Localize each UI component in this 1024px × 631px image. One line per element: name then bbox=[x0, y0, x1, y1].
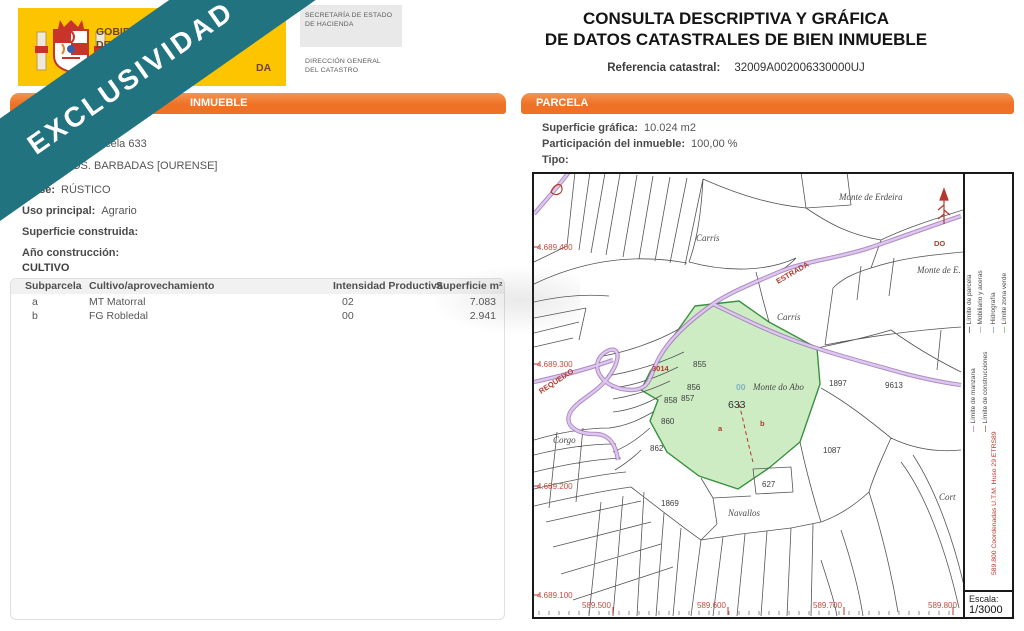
legend-item: —Límite de manzana bbox=[970, 368, 978, 432]
map-label: 589.700 bbox=[813, 601, 842, 610]
location-line2: OS. BARBADAS [OURENSE] bbox=[72, 160, 218, 172]
section-bar-parcela: PARCELA bbox=[521, 93, 1014, 114]
map-label: 589.800 bbox=[928, 601, 957, 610]
legend-dash: — bbox=[982, 425, 989, 433]
legend-item: —Hidrografía bbox=[990, 292, 998, 333]
map-canvas: Carrís Carrís Monte de Erdeira Monte de E. M… bbox=[534, 174, 963, 617]
document-title: CONSULTA DESCRIPTIVA Y GRÁFICA DE DATOS … bbox=[512, 8, 960, 50]
legend-dash: — bbox=[970, 425, 977, 433]
north-arrow-icon bbox=[937, 187, 951, 224]
legend-item: —Mobiliario y aceras bbox=[977, 270, 985, 333]
map-label: 4.689.100 bbox=[537, 591, 573, 600]
logo-fragment: DA bbox=[256, 62, 272, 74]
map-legend: Escala: 1/3000 —Límite de manzana —Límite… bbox=[963, 174, 1012, 617]
legend-label: Límite zona verde bbox=[1001, 272, 1008, 325]
legend-label: Límite de manzana bbox=[970, 368, 977, 424]
legend-dash: — bbox=[1001, 326, 1008, 334]
escala-value: 1/3000 bbox=[969, 604, 1003, 616]
map-label: 00 bbox=[736, 382, 746, 392]
field-ano-construccion: Año construcción: bbox=[22, 247, 120, 259]
referencia-value: 32009A002006330000UJ bbox=[734, 62, 865, 74]
legend-dash: — bbox=[977, 326, 984, 334]
legend-label: Mobiliario y aceras bbox=[977, 270, 984, 325]
col-subparcela: Subparcela bbox=[25, 280, 82, 292]
escala-label: Escala: bbox=[969, 594, 999, 604]
legend-label: Límite de construcciones bbox=[982, 351, 989, 424]
map-label: a bbox=[718, 424, 723, 433]
map-label: 1869 bbox=[661, 499, 679, 508]
map-label: Monte de E. bbox=[916, 265, 961, 275]
field-tipo: Tipo: bbox=[542, 154, 569, 166]
legend-item: —Límite zona verde bbox=[1001, 273, 1009, 333]
col-cultivo: Cultivo/aprovechamiento bbox=[89, 280, 215, 292]
legend-dash: — bbox=[990, 326, 997, 334]
direccion-box: DIRECCIÓN GENERAL DEL CATASTRO bbox=[305, 57, 381, 75]
map-label: Navallos bbox=[727, 508, 760, 518]
cultivo-heading: CULTIVO bbox=[22, 262, 70, 274]
map-label: 1897 bbox=[829, 379, 847, 388]
section-bar-parcela-label: PARCELA bbox=[536, 97, 589, 109]
map-label: DO bbox=[934, 239, 945, 248]
secretaria-box: SECRETARÍA DE ESTADO DE HACIENDA bbox=[300, 5, 402, 47]
cadastral-map: Carrís Carrís Monte de Erdeira Monte de E. M… bbox=[532, 172, 1014, 619]
map-label: Carrís bbox=[696, 233, 720, 243]
legend-item: —Límite de construcciones bbox=[982, 352, 990, 432]
roads bbox=[534, 174, 962, 461]
map-label: Corgo bbox=[553, 435, 576, 445]
map-label: Monte de Erdeira bbox=[838, 192, 903, 202]
map-label: b bbox=[760, 419, 765, 428]
legend-label: Hidrografía bbox=[990, 292, 997, 325]
map-label: Cort bbox=[939, 492, 956, 502]
legend-dash: — bbox=[966, 326, 973, 334]
map-label: 856 bbox=[687, 383, 701, 392]
map-label: 855 bbox=[693, 360, 707, 369]
subparcel-divider bbox=[738, 403, 754, 463]
map-label: 4.689.200 bbox=[537, 482, 573, 491]
map-label: 627 bbox=[762, 480, 776, 489]
field-superficie-construida: Superficie construida: bbox=[22, 226, 139, 238]
map-label: 857 bbox=[681, 394, 695, 403]
cultivo-table-header bbox=[11, 279, 504, 294]
direccion-line2: DEL CATASTRO bbox=[305, 67, 359, 74]
map-label: Monte do Abo bbox=[752, 382, 804, 392]
field-uso-principal: Uso principal: Agrario bbox=[22, 205, 137, 217]
direccion-line1: DIRECCIÓN GENERAL bbox=[305, 58, 381, 65]
map-label: 4.689.400 bbox=[537, 243, 573, 252]
col-intensidad: Intensidad Productiva bbox=[333, 280, 443, 292]
secretaria-line2: DE HACIENDA bbox=[305, 21, 354, 28]
coords-note: 589.800 Coordenadas U.T.M. Huso 29 ETRS8… bbox=[991, 431, 998, 575]
map-label: 4.689.300 bbox=[537, 360, 573, 369]
map-label: 860 bbox=[661, 417, 675, 426]
map-label: 589.500 bbox=[582, 601, 611, 610]
referencia-catastral: Referencia catastral: 32009A002006330000U… bbox=[512, 62, 960, 74]
watermark bbox=[430, 265, 580, 335]
escala-box: Escala: 1/3000 bbox=[965, 590, 1012, 617]
road-marker-icon bbox=[550, 183, 563, 196]
field-superficie-grafica: Superficie gráfica: 10.024 m2 bbox=[542, 122, 696, 134]
map-label: 589.600 bbox=[697, 601, 726, 610]
map-label: 862 bbox=[650, 444, 664, 453]
secretaria-line1: SECRETARÍA DE ESTADO bbox=[305, 12, 393, 19]
col-superficie: Superficie m² bbox=[436, 280, 503, 292]
map-label: Carrís bbox=[777, 312, 801, 322]
field-participacion: Participación del inmueble: 100,00 % bbox=[542, 138, 738, 150]
map-label: 3014 bbox=[652, 364, 670, 373]
legend-item: —Límite de parcela bbox=[966, 275, 974, 333]
map-label: 858 bbox=[664, 396, 678, 405]
legend-label: Límite de parcela bbox=[966, 274, 973, 325]
map-label: 9613 bbox=[885, 381, 903, 390]
referencia-label: Referencia catastral: bbox=[607, 62, 721, 74]
parcel-boundaries bbox=[534, 174, 963, 617]
map-label: 1087 bbox=[823, 446, 841, 455]
title-line2: DE DATOS CATASTRALES DE BIEN INMUEBLE bbox=[544, 30, 928, 49]
map-label: 633 bbox=[728, 399, 746, 411]
highlighted-parcel-633 bbox=[640, 300, 821, 490]
title-line1: CONSULTA DESCRIPTIVA Y GRÁFICA bbox=[582, 9, 890, 28]
cultivo-table: Subparcela Cultivo/aprovechamiento Inten… bbox=[10, 278, 505, 620]
section-bar-inmueble-label: INMUEBLE bbox=[190, 97, 248, 109]
